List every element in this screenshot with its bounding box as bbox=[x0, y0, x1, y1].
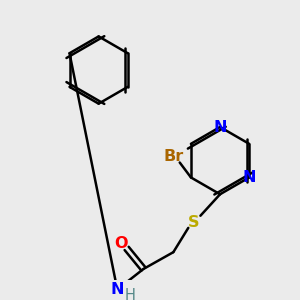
Text: N: N bbox=[111, 282, 124, 297]
Text: H: H bbox=[125, 288, 136, 300]
Text: N: N bbox=[242, 170, 256, 185]
Text: Br: Br bbox=[164, 149, 184, 164]
Text: N: N bbox=[213, 119, 227, 134]
Text: O: O bbox=[114, 236, 128, 251]
Text: S: S bbox=[188, 215, 200, 230]
